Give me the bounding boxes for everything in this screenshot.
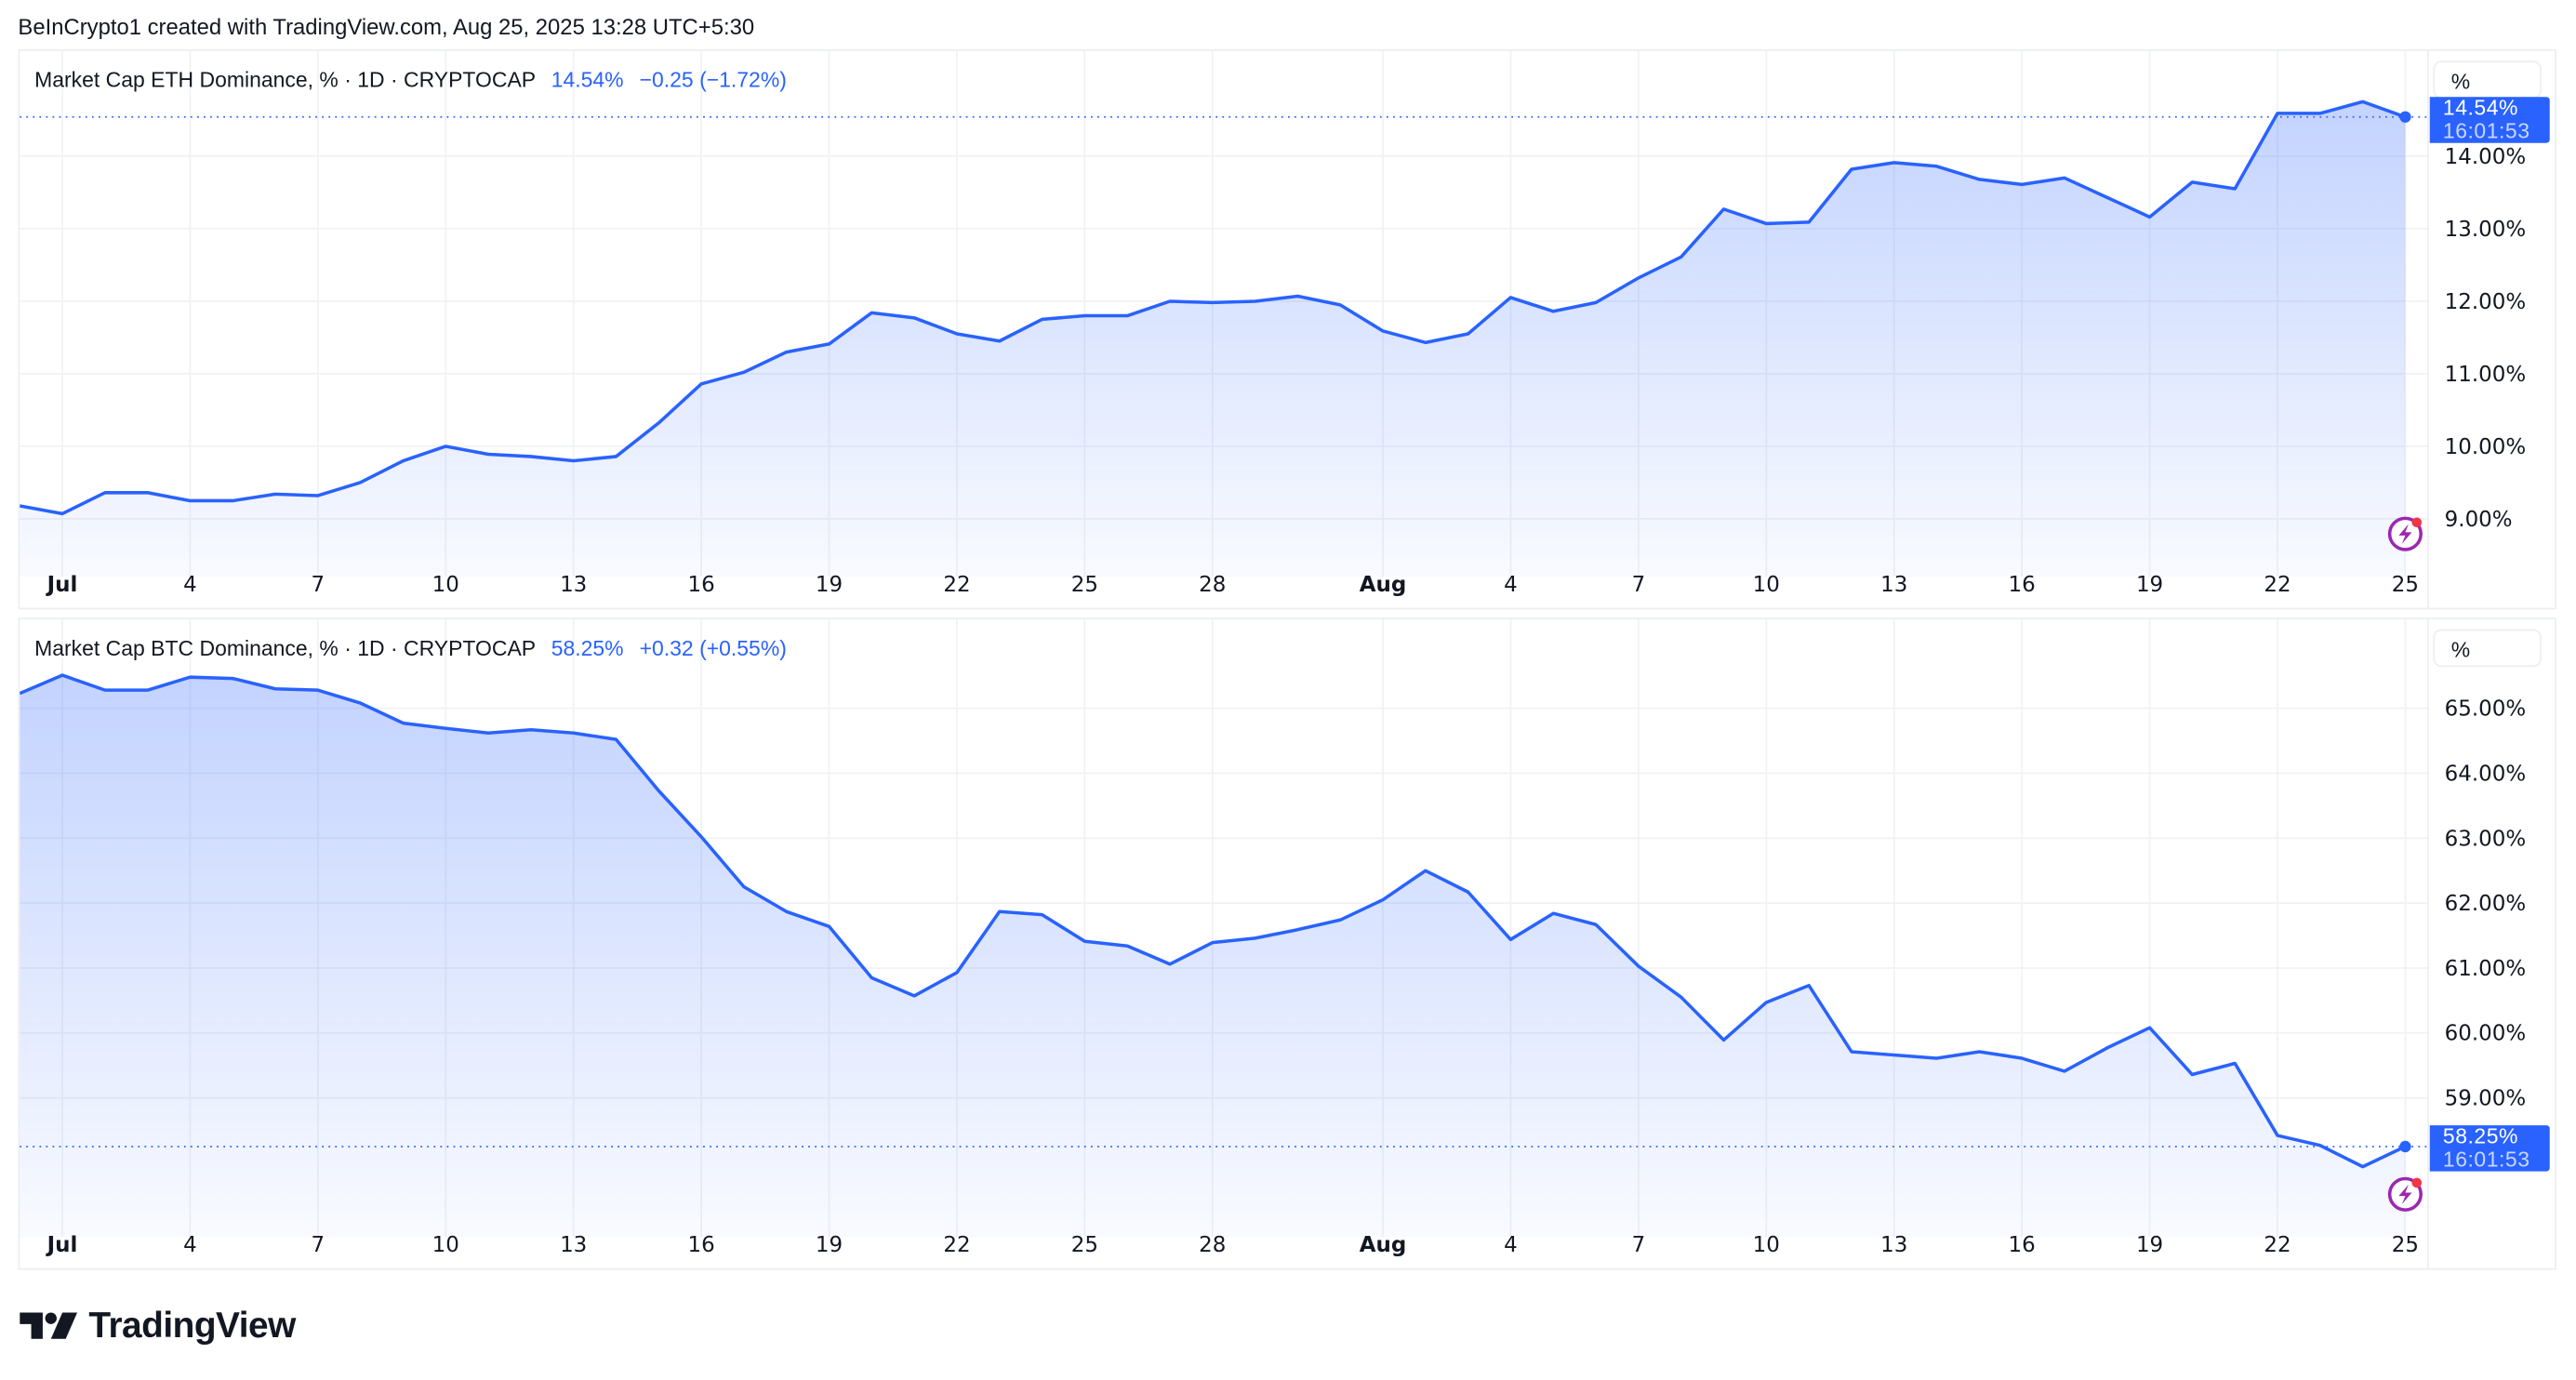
series-line [20,673,2407,1169]
x-tick-label: Jul [46,573,78,597]
y-tick-label: 11.00% [2445,363,2527,387]
x-tick-label: 22 [2264,573,2291,597]
x-tick-label: 28 [1199,573,1226,597]
notification-dot [2411,517,2423,528]
data-point [2399,1140,2411,1153]
brand-name: TradingView [88,1304,296,1346]
x-tick-label: 16 [688,1233,715,1257]
x-tick-label: Jul [46,1233,78,1257]
x-tick-label: 19 [816,573,843,597]
lightning-icon-bolt [2398,524,2412,544]
lightning-icon [2387,1176,2423,1212]
y-tick-label: 62.00% [2445,892,2527,916]
lightning-icon-bolt [2398,1184,2412,1204]
x-tick-label: 7 [1632,1233,1646,1257]
x-tick-label: 13 [560,573,587,597]
notification-dot [2411,1177,2423,1188]
x-tick-label: 4 [1504,1233,1518,1257]
x-tick-label: 25 [1071,1233,1098,1257]
eth-legend: Market Cap ETH Dominance, % · 1D · CRYPT… [34,67,787,91]
x-tick-label: 22 [2264,1233,2291,1257]
x-tick-label: 25 [1071,573,1098,597]
x-tick-label: 10 [432,573,459,597]
eth-dominance-pane[interactable]: 9.00% 10.00% 11.00% 12.00% 13.00% 14.00% Jul 4 7… [18,48,2556,610]
x-tick-label: 10 [1753,1233,1780,1257]
x-tick-label: 19 [2136,1233,2163,1257]
y-tick-label: 10.00% [2445,435,2527,459]
x-tick-label: 16 [2009,573,2036,597]
y-tick-label: 63.00% [2445,827,2527,851]
x-tick-label: 4 [183,573,197,597]
price-scale-unit-button[interactable]: % [2433,60,2542,99]
last-price-time: 16:01:53 [2442,1147,2530,1172]
x-tick-label: 7 [312,1233,325,1257]
tradingview-logo-icon [20,1312,78,1339]
last-price-value: 14.54% [2442,95,2519,120]
last-price-time: 16:01:53 [2442,118,2530,143]
last-price-label: 58.25% 16:01:53 [2429,1123,2550,1172]
y-tick-label: 9.00% [2445,508,2513,532]
lightning-icon [2387,516,2423,551]
legend-change: −0.25 (−1.72%) [639,67,787,92]
series-line [20,100,2407,516]
x-tick-label: 19 [816,1233,843,1257]
y-tick-label: 60.00% [2445,1022,2527,1046]
legend-title: Market Cap BTC Dominance, % · 1D · CRYPT… [34,635,536,661]
btc-chart-svg: 59.00% 60.00% 61.00% 62.00% 63.00% 64.00% 65.0… [20,619,2527,1270]
x-tick-label: 25 [2392,573,2419,597]
btc-dominance-pane[interactable]: 59.00% 60.00% 61.00% 62.00% 63.00% 64.00% 65.0… [18,617,2556,1270]
y-tick-label: 12.00% [2445,290,2527,314]
y-tick-label: 61.00% [2445,957,2527,981]
y-tick-label: 13.00% [2445,218,2527,242]
x-tick-label: 4 [183,1233,197,1257]
x-tick-label: 10 [432,1233,459,1257]
price-scale-unit-button[interactable]: % [2433,629,2542,668]
y-tick-label: 65.00% [2445,697,2527,722]
x-tick-label: 13 [560,1233,587,1257]
x-tick-label: 16 [688,573,715,597]
tradingview-logo[interactable]: TradingView [20,1305,296,1347]
credit-text: BeInCrypto1 created with TradingView.com… [18,14,755,40]
legend-price: 58.25% [551,635,624,661]
legend-price: 14.54% [551,67,624,92]
x-tick-label: 10 [1753,573,1780,597]
y-tick-label: 59.00% [2445,1087,2527,1111]
x-tick-label: Aug [1360,1233,1407,1257]
x-tick-label: 22 [943,573,970,597]
x-tick-label: 13 [1880,573,1907,597]
x-tick-label: 22 [943,1233,970,1257]
x-tick-label: 28 [1199,1233,1226,1257]
last-price-label: 14.54% 16:01:53 [2429,95,2550,143]
legend-change: +0.32 (+0.55%) [639,635,787,661]
x-tick-label: 7 [312,573,325,597]
y-tick-label: 14.00% [2445,145,2527,169]
area-fill [20,675,2406,1238]
eth-chart-svg: 9.00% 10.00% 11.00% 12.00% 13.00% 14.00% Jul 4 7… [20,50,2527,610]
x-tick-label: 16 [2009,1233,2036,1257]
legend-title: Market Cap ETH Dominance, % · 1D · CRYPT… [34,67,536,92]
x-tick-label: 19 [2136,573,2163,597]
x-tick-label: 4 [1504,573,1518,597]
btc-legend: Market Cap BTC Dominance, % · 1D · CRYPT… [34,636,787,660]
last-price-value: 58.25% [2442,1123,2519,1148]
y-tick-label: 64.00% [2445,762,2527,786]
x-tick-label: 13 [1880,1233,1907,1257]
x-tick-label: 25 [2392,1233,2419,1257]
x-tick-label: 7 [1632,573,1646,597]
data-point [2399,111,2411,123]
x-tick-label: Aug [1360,573,1407,597]
